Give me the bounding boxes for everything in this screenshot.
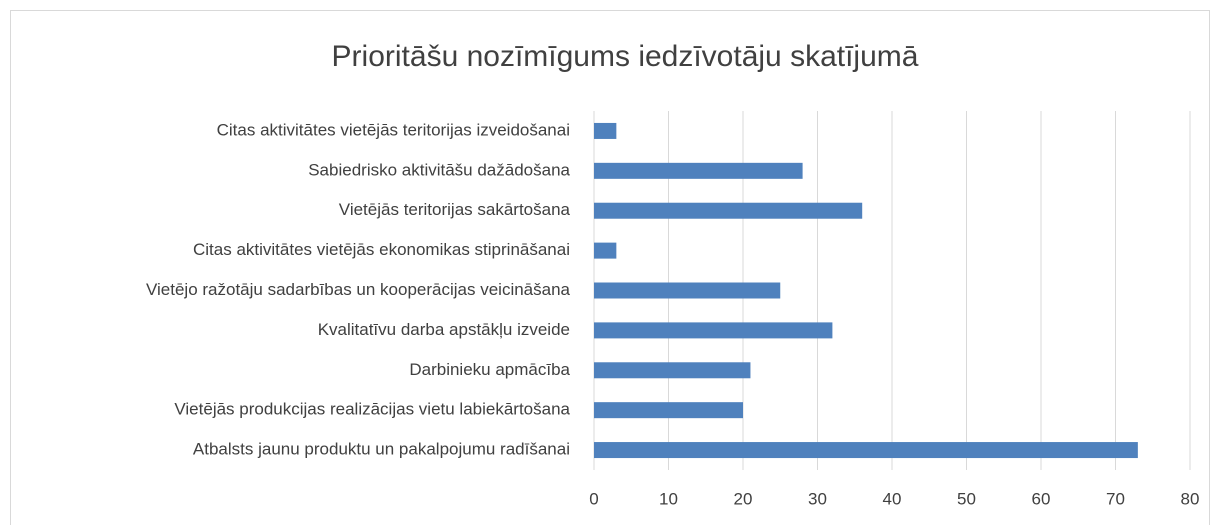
x-tick-label: 60 [1032, 489, 1051, 508]
bar [594, 242, 617, 259]
bar [594, 122, 617, 139]
y-tick-label: Atbalsts jaunu produktu un pakalpojumu r… [193, 440, 570, 459]
bar [594, 322, 833, 339]
bar [594, 202, 863, 219]
bar [594, 402, 743, 419]
y-tick-label: Darbinieku apmācība [409, 360, 570, 379]
x-tick-label: 50 [957, 489, 976, 508]
y-tick-label: Vietējo ražotāju sadarbības un kooperāci… [146, 280, 571, 299]
x-tick-label: 80 [1181, 489, 1200, 508]
y-tick-label: Vietējās produkcijas realizācijas vietu … [174, 400, 570, 419]
chart-border [10, 10, 1210, 525]
x-tick-label: 40 [883, 489, 902, 508]
y-tick-label: Citas aktivitātes vietējās teritorijas i… [217, 120, 570, 139]
x-tick-label: 10 [659, 489, 678, 508]
x-tick-label: 30 [808, 489, 827, 508]
y-tick-label: Kvalitatīvu darba apstākļu izveide [318, 320, 570, 339]
y-tick-label: Vietējās teritorijas sakārtošana [339, 200, 571, 219]
bar [594, 442, 1138, 459]
y-tick-label: Sabiedrisko aktivitāšu dažādošana [308, 160, 570, 179]
x-tick-label: 0 [589, 489, 598, 508]
x-tick-label: 70 [1106, 489, 1125, 508]
bar [594, 162, 803, 179]
x-tick-label: 20 [734, 489, 753, 508]
y-tick-label: Citas aktivitātes vietējās ekonomikas st… [193, 240, 570, 259]
bar [594, 282, 781, 299]
chart-title: Prioritāšu nozīmīgums iedzīvotāju skatīj… [332, 40, 919, 73]
bar [594, 362, 751, 379]
